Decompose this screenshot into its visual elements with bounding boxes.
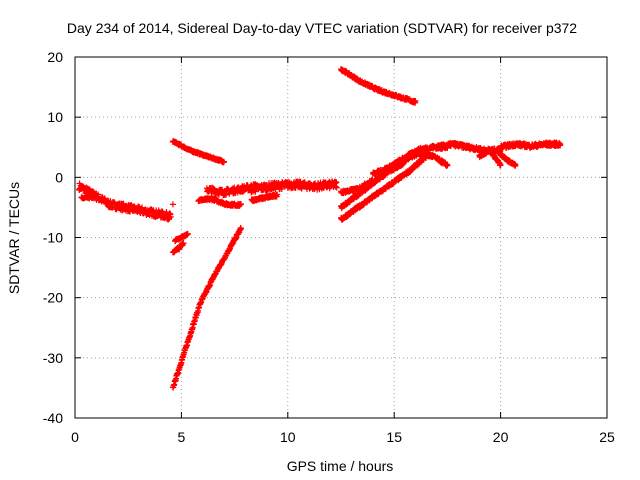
data-point: [184, 230, 191, 237]
data-point: [163, 209, 170, 216]
y-axis-label: SDTVAR / TECUs: [6, 182, 22, 294]
y-tick-label: -40: [43, 410, 63, 426]
y-tick-label: 10: [47, 109, 63, 125]
data-point: [237, 225, 244, 232]
data-point: [180, 240, 187, 247]
x-axis-label: GPS time / hours: [287, 458, 394, 474]
x-tick-label: 5: [178, 429, 186, 445]
data-point: [333, 184, 340, 191]
y-tick-label: 0: [55, 169, 63, 185]
data-points: [76, 66, 564, 391]
data-point: [93, 194, 100, 201]
data-point: [557, 141, 564, 148]
chart-title: Day 234 of 2014, Sidereal Day-to-day VTE…: [67, 20, 577, 36]
x-tick-label: 0: [71, 429, 79, 445]
data-point: [176, 246, 183, 253]
data-point: [327, 183, 334, 190]
data-point: [497, 162, 504, 169]
y-tick-label: 20: [47, 49, 63, 65]
x-tick-label: 25: [599, 429, 615, 445]
data-point: [274, 191, 281, 198]
x-tick-label: 10: [280, 429, 296, 445]
x-axis: 0 5 10 15 20 25: [71, 57, 615, 445]
data-point: [220, 158, 227, 165]
grid: [75, 57, 607, 418]
data-point: [169, 201, 176, 208]
data-point: [412, 98, 419, 105]
y-tick-label: -10: [43, 230, 63, 246]
y-tick-label: -20: [43, 290, 63, 306]
data-point: [237, 200, 244, 207]
y-tick-label: -30: [43, 350, 63, 366]
x-tick-label: 15: [386, 429, 402, 445]
data-point: [278, 186, 285, 193]
data-point: [512, 161, 519, 168]
data-point: [369, 178, 376, 185]
x-tick-label: 20: [493, 429, 509, 445]
data-point: [333, 179, 340, 186]
y-axis: -40 -30 -20 -10 0 10 20: [43, 49, 607, 426]
data-point: [167, 213, 174, 220]
data-point: [444, 162, 451, 169]
data-point: [76, 186, 83, 193]
